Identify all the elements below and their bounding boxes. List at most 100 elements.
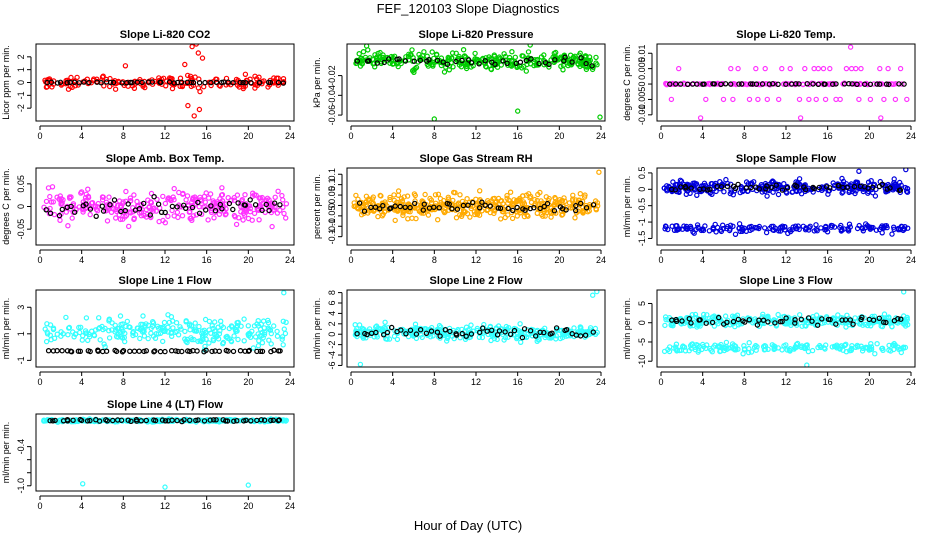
x-tick-label: 4 — [700, 377, 705, 387]
data-point — [862, 81, 868, 87]
data-point — [567, 52, 574, 58]
data-point — [856, 96, 862, 103]
data-point — [251, 323, 258, 329]
data-point — [109, 417, 116, 424]
data-point — [71, 209, 78, 215]
data-point — [528, 56, 534, 62]
data-point — [434, 52, 440, 58]
data-point — [689, 341, 695, 347]
y-tick-label: 0.1 — [327, 168, 337, 181]
data-point — [459, 60, 465, 67]
data-point — [268, 417, 274, 424]
data-point — [804, 362, 810, 367]
y-tick-label: 8 — [327, 290, 337, 295]
data-point — [872, 351, 878, 357]
data-point — [211, 319, 218, 325]
data-point — [179, 348, 185, 355]
data-point — [813, 96, 819, 103]
data-point — [765, 319, 771, 325]
data-point — [380, 211, 386, 218]
data-point — [887, 185, 893, 191]
data-point — [380, 202, 386, 209]
data-point — [245, 482, 251, 488]
data-point — [169, 417, 175, 423]
data-point — [83, 201, 89, 207]
data-point — [257, 326, 264, 332]
data-point — [764, 96, 771, 103]
data-point — [762, 343, 769, 349]
data-point — [837, 96, 843, 103]
data-point — [785, 230, 791, 237]
data-point — [276, 417, 282, 423]
data-point — [59, 348, 65, 354]
data-point — [359, 208, 365, 214]
x-tick-label: 16 — [202, 131, 212, 141]
data-point — [203, 347, 209, 353]
data-point — [138, 321, 144, 327]
x-tick-label: 12 — [160, 501, 170, 511]
data-point — [116, 198, 123, 204]
data-point — [170, 325, 176, 331]
data-point — [678, 178, 685, 184]
data-point — [190, 213, 197, 219]
data-point — [186, 417, 193, 423]
data-point — [730, 346, 737, 352]
data-point — [886, 314, 892, 320]
data-point — [718, 227, 724, 233]
data-point — [162, 484, 168, 490]
data-point — [702, 223, 708, 229]
data-point — [886, 81, 892, 88]
data-point — [191, 113, 197, 119]
data-point — [103, 199, 110, 205]
data-point — [142, 84, 148, 91]
data-point — [792, 320, 798, 326]
data-point — [669, 223, 675, 229]
y-axis-label: degrees C per min. — [622, 44, 632, 121]
data-point — [428, 328, 435, 334]
data-point — [523, 57, 530, 64]
data-point — [851, 183, 858, 190]
data-point — [180, 190, 186, 197]
y-tick-label: 1 — [16, 67, 26, 72]
data-point — [201, 193, 208, 200]
data-point — [247, 208, 253, 215]
data-point — [357, 361, 364, 367]
data-point — [283, 215, 289, 221]
data-point — [398, 195, 405, 202]
data-point — [728, 81, 734, 87]
data-point — [551, 207, 558, 214]
y-tick-label: 0.1 — [327, 178, 337, 191]
data-point — [703, 320, 709, 326]
data-point — [384, 329, 391, 336]
data-point — [183, 318, 189, 324]
data-point — [522, 207, 528, 213]
panel-9: Slope Line 3 Flow ml/min per min. 0 4 8 12 16 2… — [622, 275, 916, 387]
data-point — [196, 210, 203, 216]
data-point — [145, 322, 152, 328]
data-point — [113, 333, 120, 340]
data-point — [100, 73, 106, 79]
data-point — [878, 115, 884, 121]
data-point — [517, 198, 523, 204]
data-point — [202, 316, 209, 323]
data-point — [663, 186, 670, 192]
x-tick-label: 4 — [390, 131, 395, 141]
data-point — [505, 205, 511, 212]
points-layer — [42, 290, 289, 355]
data-point — [668, 96, 675, 103]
data-point — [99, 323, 105, 330]
data-point — [840, 178, 847, 185]
data-point — [688, 320, 694, 326]
data-point — [277, 207, 283, 213]
data-point — [792, 317, 798, 323]
data-point — [517, 321, 523, 327]
data-point — [185, 102, 191, 109]
data-point — [446, 201, 452, 207]
data-point — [515, 108, 521, 114]
data-point — [485, 331, 491, 338]
data-point — [245, 331, 251, 337]
data-point — [148, 190, 155, 197]
data-point — [730, 96, 736, 103]
data-point — [56, 212, 63, 219]
data-point — [162, 348, 168, 355]
